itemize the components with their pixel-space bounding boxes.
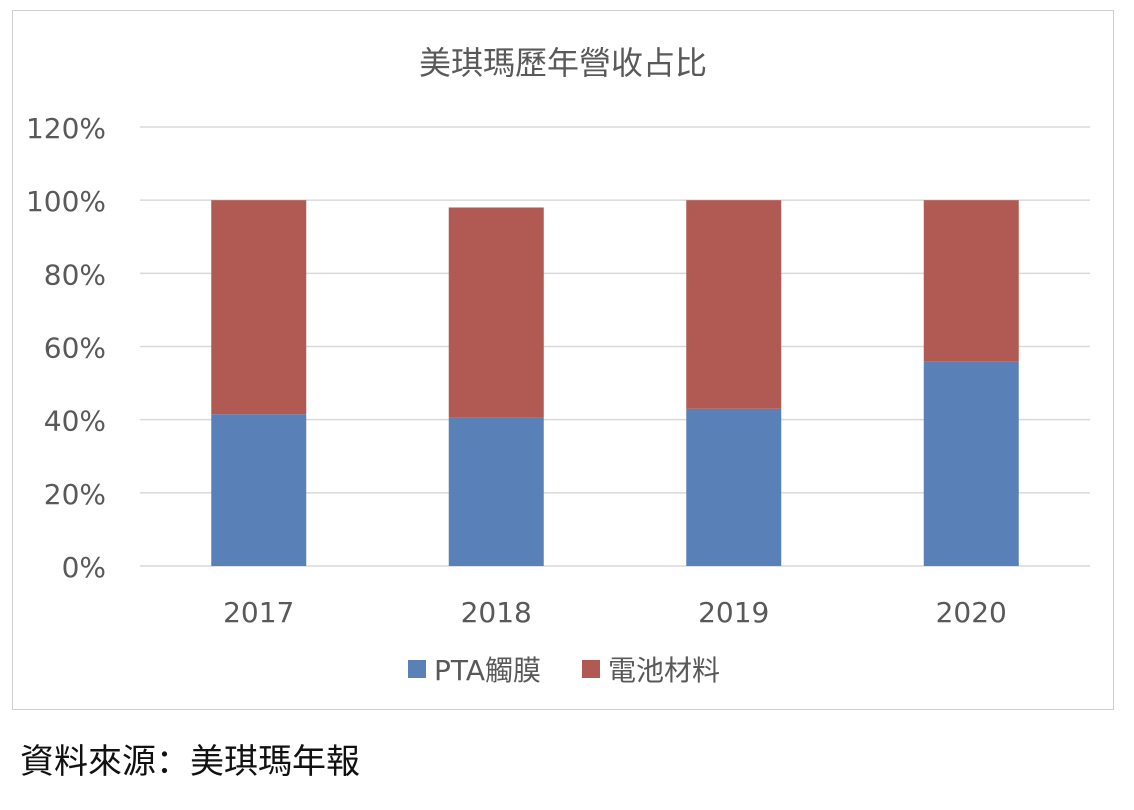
legend: PTA觸膜 電池材料 <box>408 654 720 687</box>
x-tick-label: 2018 <box>461 596 532 629</box>
legend-label: 電池材料 <box>608 654 720 687</box>
legend-swatch <box>582 660 600 678</box>
bar-segment <box>211 200 307 415</box>
x-axis-ticks: 2017 2018 2019 2020 <box>223 596 1007 629</box>
bar-segment <box>923 361 1019 566</box>
y-tick-label: 40% <box>44 405 106 438</box>
x-tick-label: 2019 <box>698 596 769 629</box>
chart-title: 美琪瑪歷年營收占比 <box>419 44 707 82</box>
bar-segment <box>923 200 1019 362</box>
x-tick-label: 2020 <box>936 596 1007 629</box>
y-tick-label: 100% <box>26 185 106 218</box>
legend-label: PTA觸膜 <box>434 654 541 687</box>
y-tick-label: 20% <box>44 478 106 511</box>
bar-segment <box>448 417 544 566</box>
y-tick-label: 80% <box>44 258 106 291</box>
bars <box>211 200 1019 566</box>
source-note: 資料來源：美琪瑪年報 <box>20 742 360 782</box>
x-tick-label: 2017 <box>223 596 294 629</box>
y-tick-label: 60% <box>44 332 106 365</box>
y-axis-ticks: 0% 20% 40% 60% 80% 100% 120% <box>26 112 106 584</box>
legend-swatch <box>408 660 426 678</box>
bar-segment <box>686 200 782 409</box>
bar-segment <box>686 408 782 566</box>
bar-segment <box>448 207 544 418</box>
bar-segment <box>211 414 307 566</box>
y-tick-label: 120% <box>26 112 106 145</box>
y-tick-label: 0% <box>62 551 106 584</box>
